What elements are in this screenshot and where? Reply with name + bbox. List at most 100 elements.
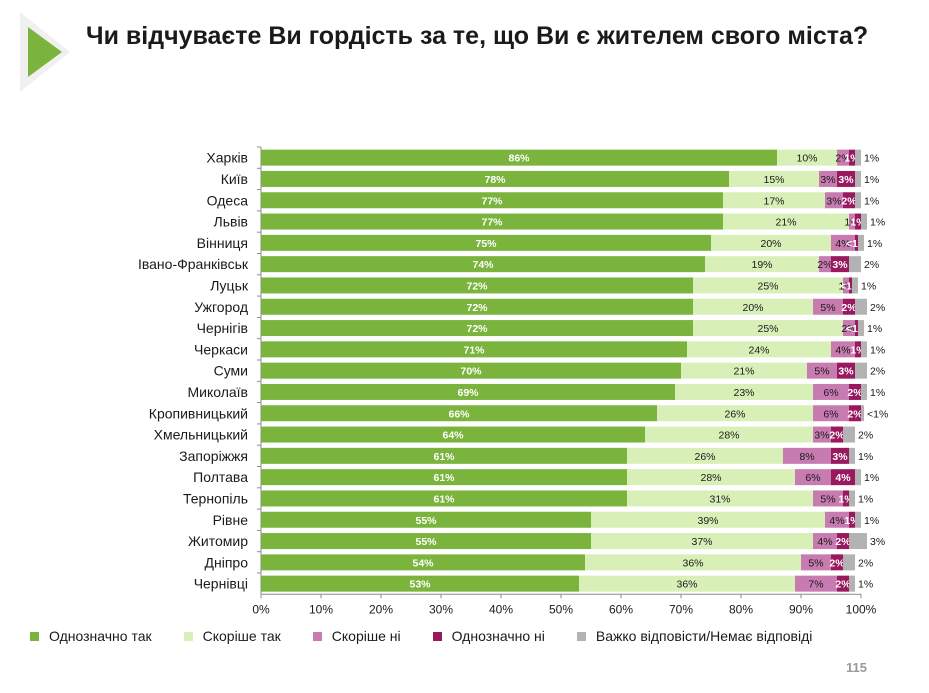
- bar-segment: [261, 575, 579, 592]
- legend-swatch: [183, 631, 193, 641]
- data-label: 1%: [864, 195, 879, 207]
- bar-segment: [261, 533, 591, 550]
- bar-segment: [261, 256, 705, 273]
- data-label: 1%: [867, 323, 882, 335]
- bar-segment: [711, 234, 831, 251]
- data-label: 25%: [757, 280, 778, 292]
- bar-segment: [813, 383, 849, 400]
- bar-segment: [813, 298, 843, 315]
- data-label: 37%: [691, 536, 712, 548]
- category-label: Чернівці: [194, 576, 248, 592]
- category-label: Миколаїв: [187, 384, 248, 400]
- bar-segment: [261, 362, 681, 379]
- bar-segment: [843, 277, 849, 294]
- bar-segment: [861, 405, 864, 422]
- legend-label: Важко відповісти/Немає відповіді: [595, 628, 813, 644]
- bar-segment: [837, 575, 849, 592]
- data-label: 1%: [858, 493, 873, 505]
- data-label: 21%: [775, 217, 796, 229]
- x-tick-label: 60%: [609, 602, 633, 616]
- bar-segment: [861, 213, 867, 230]
- data-label: 2%: [847, 387, 863, 399]
- data-label: 72%: [466, 323, 488, 335]
- bar-segment: [831, 341, 855, 358]
- bar-segment: [855, 298, 867, 315]
- data-label: 2%: [835, 536, 851, 548]
- bar-segment: [261, 405, 657, 422]
- data-label: 2%: [841, 302, 857, 314]
- data-label: 2%: [835, 579, 851, 591]
- bar-segment: [849, 575, 855, 592]
- bar-segment: [849, 447, 855, 464]
- bar-segment: [852, 277, 858, 294]
- data-label: 55%: [415, 536, 437, 548]
- data-label: 24%: [748, 344, 769, 356]
- bar-segment: [261, 213, 723, 230]
- category-label: Полтава: [193, 469, 248, 485]
- category-label: Кропивницький: [149, 405, 248, 421]
- bar-segment: [849, 511, 855, 528]
- category-label: Запоріжжя: [179, 448, 248, 464]
- data-label: 28%: [718, 430, 739, 442]
- bar-segment: [831, 234, 855, 251]
- bar-segment: [825, 511, 849, 528]
- data-label: 3%: [838, 366, 854, 378]
- bar-segment: [861, 383, 867, 400]
- category-label: Черкаси: [194, 341, 248, 357]
- data-label: 61%: [433, 493, 455, 505]
- bar-segment: [813, 533, 837, 550]
- category-label: Львів: [214, 214, 248, 230]
- bar-segment: [627, 447, 783, 464]
- legend-item-rather-yes: Скоріше так: [183, 628, 281, 644]
- bar-segment: [843, 490, 849, 507]
- data-label: 64%: [442, 430, 464, 442]
- legend-item-rather-no: Скоріше ні: [312, 628, 401, 644]
- bar-segment: [585, 554, 801, 571]
- data-label: 2%: [829, 430, 845, 442]
- data-label: <1%: [846, 238, 868, 250]
- data-label: 4%: [817, 536, 832, 548]
- data-label: 1%: [864, 472, 879, 484]
- bar-segment: [723, 192, 825, 209]
- data-label: 3%: [826, 195, 841, 207]
- data-label: 71%: [463, 344, 485, 356]
- data-label: 2%: [841, 195, 857, 207]
- data-label: 26%: [694, 451, 715, 463]
- bar-segment: [681, 362, 807, 379]
- data-label: 1%: [867, 238, 882, 250]
- category-label: Ужгород: [194, 299, 248, 315]
- x-tick-label: 10%: [309, 602, 333, 616]
- data-label: <1%: [840, 280, 862, 292]
- x-tick-label: 0%: [252, 602, 270, 616]
- data-label: 77%: [481, 217, 503, 229]
- data-label: <1%: [867, 408, 888, 420]
- data-label: 77%: [481, 195, 503, 207]
- data-label: 31%: [709, 493, 730, 505]
- data-label: 1%: [861, 280, 876, 292]
- category-label: Житомир: [188, 533, 248, 549]
- bar-segment: [855, 320, 858, 337]
- bar-segment: [831, 447, 849, 464]
- bar-segment: [657, 405, 813, 422]
- bar-segment: [843, 554, 855, 571]
- x-tick-label: 40%: [489, 602, 513, 616]
- x-tick-label: 90%: [789, 602, 813, 616]
- x-tick-label: 80%: [729, 602, 753, 616]
- data-label: 61%: [433, 451, 455, 463]
- data-label: 54%: [412, 557, 434, 569]
- bar-segment: [855, 511, 861, 528]
- bar-segment: [837, 362, 855, 379]
- bar-segment: [813, 490, 843, 507]
- bar-segment: [849, 213, 855, 230]
- bar-segment: [627, 469, 795, 486]
- bar-segment: [831, 256, 849, 273]
- legend-swatch: [576, 631, 586, 641]
- bar-segment: [855, 192, 861, 209]
- bar-segment: [855, 469, 861, 486]
- data-label: 5%: [814, 366, 829, 378]
- bar-segment: [849, 490, 855, 507]
- legend-item-definitely-no: Однозначно ні: [432, 628, 545, 644]
- bar-segment: [831, 554, 843, 571]
- bar-segment: [795, 575, 837, 592]
- data-label: 78%: [484, 174, 506, 186]
